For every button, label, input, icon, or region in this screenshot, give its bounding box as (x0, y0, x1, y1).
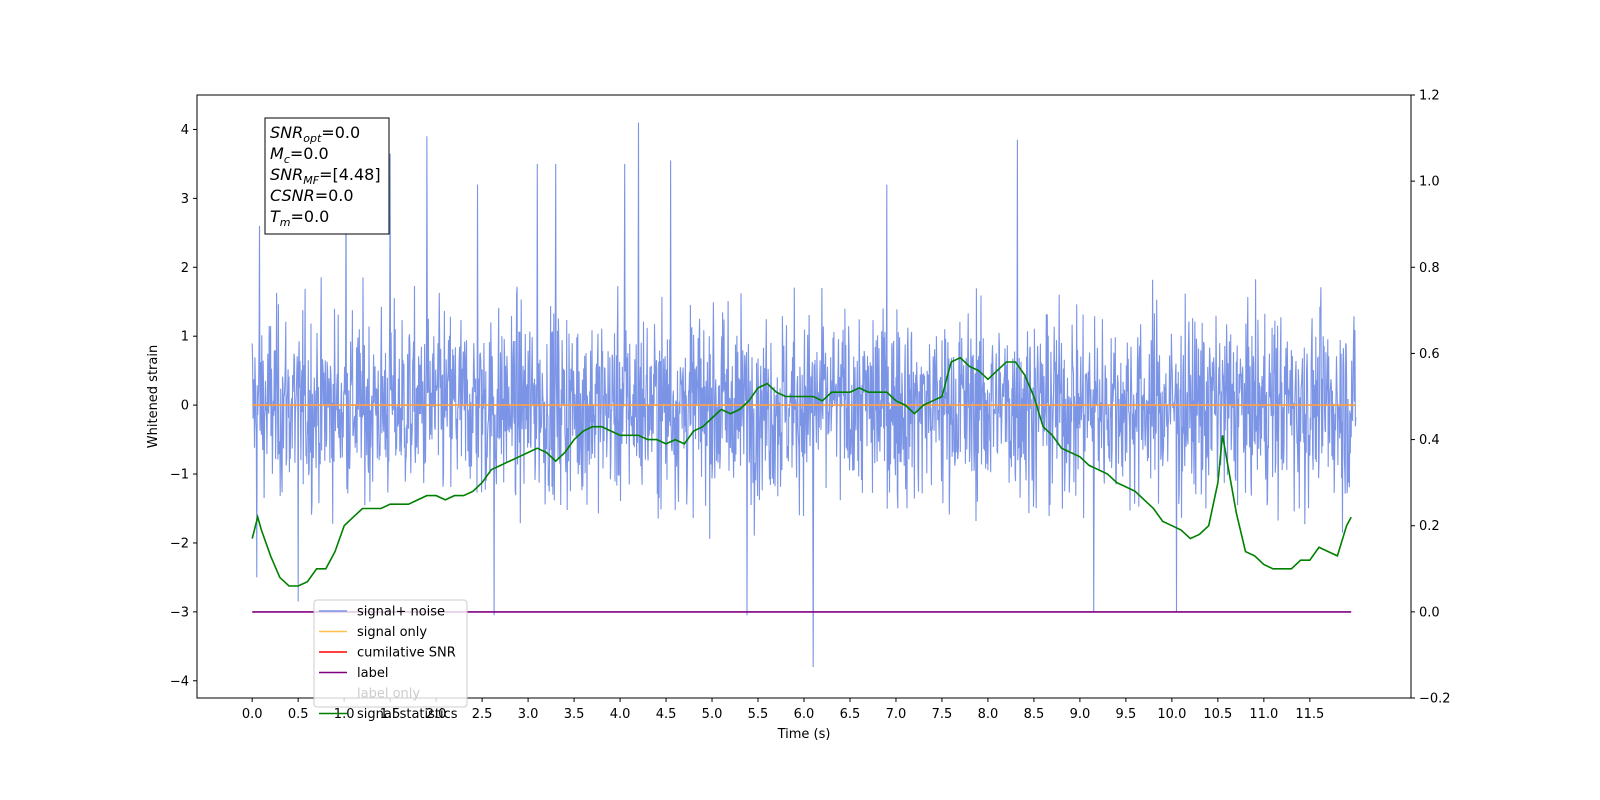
x-tick-label: 6.0 (794, 707, 815, 722)
y-tick-label: 4 (181, 123, 189, 138)
y-right-tick-label: 0.8 (1419, 261, 1440, 276)
legend-entry-label: signal+ noise (357, 605, 445, 620)
x-tick-label: 1.5 (380, 707, 401, 722)
x-tick-label: 9.5 (1116, 707, 1137, 722)
legend-entry-label: cumilative SNR (357, 646, 456, 661)
series-signal-noise (251, 122, 1357, 668)
x-tick-label: 8.5 (1024, 707, 1045, 722)
y-tick-label: −4 (170, 674, 189, 689)
x-tick-label: 5.5 (748, 707, 769, 722)
y-tick-label: 3 (181, 192, 189, 207)
y-right-tick-label: 0.0 (1419, 605, 1440, 620)
y-tick-label: 0 (181, 399, 189, 414)
annotation-line: SNRopt=0.0 (270, 123, 360, 145)
series-signal-statistics (251, 356, 1352, 587)
y-tick-label: −1 (170, 468, 189, 483)
x-tick-label: 7.5 (932, 707, 953, 722)
x-tick-label: 8.0 (978, 707, 999, 722)
y-right-axis-ticks: −0.2 0.0 0.2 0.4 0.6 0.8 1.0 1.2 (1411, 89, 1451, 707)
x-tick-label: 6.5 (840, 707, 861, 722)
annotation-line: SNRMF=[4.48] (270, 165, 381, 187)
legend-frame (313, 599, 468, 708)
x-axis-label: Time (s) (777, 727, 831, 742)
x-tick-label: 10.5 (1203, 707, 1232, 722)
x-tick-label: 9.0 (1070, 707, 1091, 722)
x-tick-label: 10.0 (1157, 707, 1186, 722)
x-tick-label: 0.0 (242, 707, 263, 722)
x-tick-label: 4.0 (610, 707, 631, 722)
x-tick-label: 1.0 (334, 707, 355, 722)
x-tick-label: 0.5 (288, 707, 309, 722)
y-right-tick-label: 1.0 (1419, 175, 1440, 190)
legend-entry-label: label only (357, 687, 420, 702)
legend-entry-label: signal statistics (357, 707, 458, 722)
x-tick-label: 2.0 (426, 707, 447, 722)
legend: signal+ noise signal only cumilative SNR la… (313, 599, 468, 722)
y-right-tick-label: 0.2 (1419, 519, 1440, 534)
legend-entry-label: signal only (357, 625, 427, 640)
y-tick-label: −3 (170, 605, 189, 620)
annotation-box-frame (264, 117, 390, 235)
annotation-line: Mc=0.0 (270, 144, 329, 166)
y-tick-label: −2 (170, 536, 189, 551)
x-tick-label: 7.0 (886, 707, 907, 722)
y-tick-label: 2 (181, 261, 189, 276)
annotation-line: CSNR=0.0 (270, 186, 354, 205)
signal-noise-series-layer (251, 122, 1357, 668)
y-axis-ticks: −4 −3 −2 −1 0 1 2 3 4 (170, 123, 197, 689)
x-tick-label: 11.0 (1249, 707, 1278, 722)
x-tick-label: 2.5 (472, 707, 493, 722)
y-right-tick-label: −0.2 (1419, 692, 1451, 707)
x-tick-label: 5.0 (702, 707, 723, 722)
annotation-line: Tm=0.0 (270, 207, 329, 229)
legend-entry-label: label (357, 666, 388, 681)
x-axis-ticks: 0.0 0.5 1.0 1.5 2.0 2.5 3.0 3.5 4.0 4.5 5.0 5.5 6.0 6… (242, 698, 1324, 722)
y-right-tick-label: 0.6 (1419, 347, 1440, 362)
y-tick-label: 1 (181, 330, 189, 345)
x-tick-label: 11.5 (1295, 707, 1324, 722)
x-tick-label: 4.5 (656, 707, 677, 722)
y-right-tick-label: 1.2 (1419, 89, 1440, 104)
x-tick-label: 3.5 (564, 707, 585, 722)
y-right-tick-label: 0.4 (1419, 433, 1440, 448)
x-tick-label: 3.0 (518, 707, 539, 722)
y-axis-label: Whitened strain (146, 345, 161, 448)
